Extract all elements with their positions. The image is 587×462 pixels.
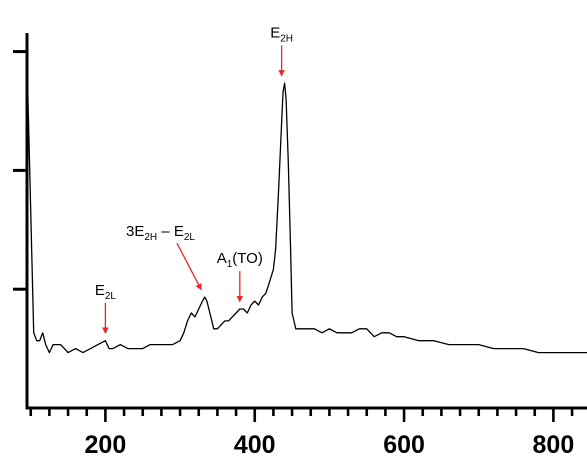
annotation-e2l: E2L <box>95 282 117 335</box>
annotation-label: E2L <box>95 282 117 302</box>
annotation-label: A1(TO) <box>217 250 263 270</box>
x-tick-label-800: 800 <box>533 431 575 459</box>
axes: 200 400 600 800 <box>13 33 587 459</box>
annotation-label: E2H <box>270 24 293 44</box>
spectrum-line-0 <box>26 59 587 354</box>
x-tick-label-400: 400 <box>234 431 276 459</box>
annotation-arrow <box>176 242 202 291</box>
annotation-label: 3E2H – E2L <box>126 223 195 243</box>
series-layer <box>26 59 587 354</box>
annotation-e2h: E2H <box>270 24 293 77</box>
annotation-combo: 3E2H – E2L <box>126 223 202 291</box>
annotation-layer: E2L 3E2H – E2L A1(TO) E2H <box>95 24 293 335</box>
annotation-a1to: A1(TO) <box>217 250 263 303</box>
x-tick-label-600: 600 <box>383 431 425 459</box>
x-tick-label-200: 200 <box>85 431 127 459</box>
